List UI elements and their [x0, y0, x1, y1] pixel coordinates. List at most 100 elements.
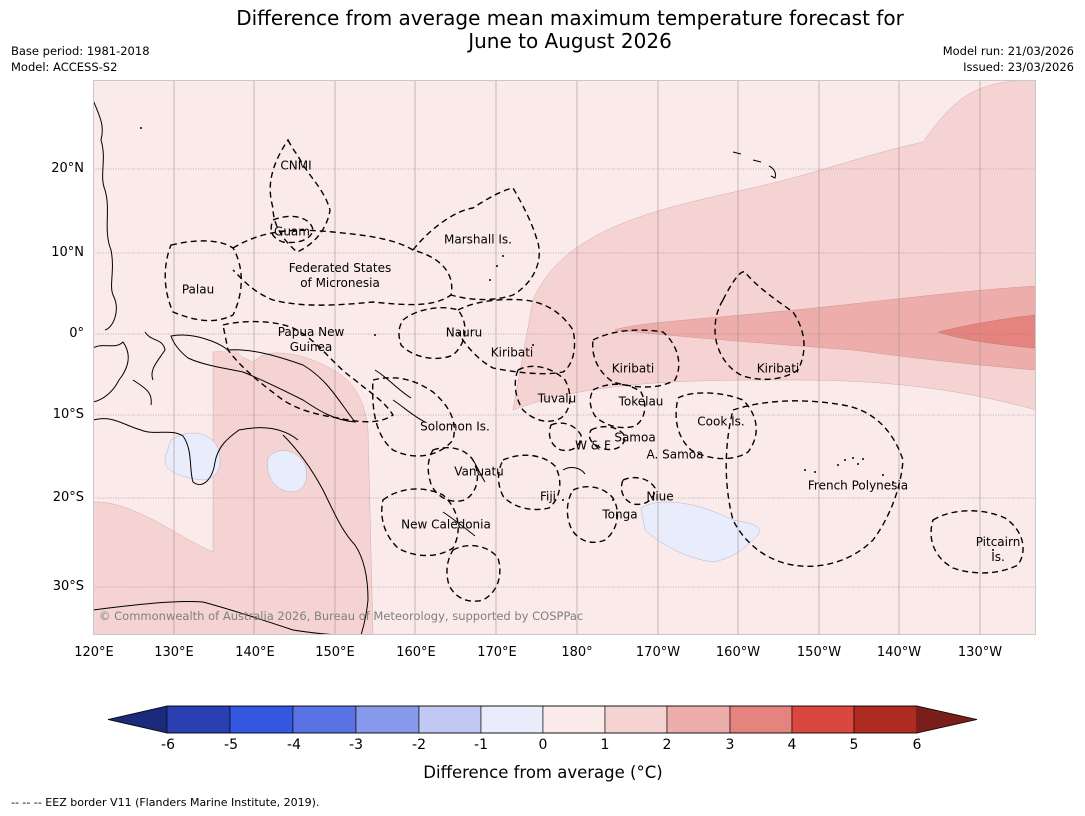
colorbar-bin-5: [418, 705, 482, 734]
eez-frenchpolynesia: [725, 400, 904, 567]
model-run: Model run: 21/03/2026: [942, 44, 1074, 58]
title-line-2: June to August 2026: [468, 29, 672, 53]
colorbar-bin-4: [355, 705, 420, 734]
colorbar-tick-minus5: -5: [224, 737, 238, 753]
colorbar-tick-1: 1: [600, 737, 610, 753]
eez-cook: [675, 392, 757, 460]
model-name: Model: ACCESS-S2: [11, 60, 118, 74]
colorbar-bin-9: [666, 705, 731, 734]
coast-fiji: [562, 466, 586, 475]
anomaly-zone-cool-qld: [164, 432, 221, 481]
eez-solomon: [371, 377, 455, 457]
eez-cnmi: [269, 138, 331, 253]
coast-vanuatu: [472, 459, 486, 483]
colorbar-tick-4: 4: [787, 737, 797, 753]
eez-pitcairn: [930, 510, 1024, 574]
place-png: Papua New Guinea: [278, 325, 345, 355]
place-cnmi: CNMI: [280, 158, 312, 173]
eez-fiji: [497, 454, 561, 511]
lat-label-10s: 10°S: [52, 407, 84, 422]
colorbar-tick-3: 3: [725, 737, 735, 753]
coast-australia-north: [93, 418, 299, 485]
place-pitcairn-line1: Pitcairn: [975, 535, 1021, 549]
lon-label-140w: 140°W: [876, 645, 922, 660]
place-cook: Cook Is.: [697, 414, 745, 429]
place-french-polynesia: French Polynesia: [807, 478, 909, 493]
place-kiribati-west: Kiribati: [490, 345, 534, 360]
colorbar-tick-minus1: -1: [474, 737, 488, 753]
colorbar-label: Difference from average (°C): [423, 763, 663, 782]
place-tokelau: Tokelau: [618, 394, 664, 409]
place-pitcairn: Pitcairn Is.: [976, 535, 1021, 565]
parallel-lines: [93, 168, 1036, 588]
eez-palau: [164, 240, 242, 322]
meta-right: Model run: 21/03/2026 Issued: 23/03/2026: [943, 43, 1074, 75]
map-frame: [93, 80, 1036, 635]
small-islands: [140, 127, 994, 551]
place-fsm-line1: Federated States: [288, 261, 392, 275]
colorbar-bin-12: [853, 705, 918, 734]
map-canvas: [93, 80, 1036, 635]
copyright-notice: © Commonwealth of Australia 2026, Bureau…: [99, 609, 584, 623]
footnote: -- -- -- EEZ border V11 (Flanders Marine…: [11, 796, 320, 809]
lon-label-160w: 160°W: [715, 645, 761, 660]
colorbar-bin-10: [729, 705, 793, 734]
place-pitcairn-line2: Is.: [991, 550, 1005, 564]
lat-label-equator: 0°: [69, 326, 84, 341]
lat-label-20s: 20°S: [52, 490, 84, 505]
lon-label-120e: 120°E: [74, 645, 114, 660]
colorbar-tick-minus4: -4: [287, 737, 301, 753]
colorbar: [107, 705, 978, 734]
coast-sulawesi: [132, 331, 166, 406]
place-wallis-futuna: W & F: [575, 438, 611, 453]
meridian-lines: [173, 80, 981, 635]
meta-left: Base period: 1981-2018 Model: ACCESS-S2: [11, 43, 150, 75]
place-fsm-line2: of Micronesia: [300, 276, 380, 290]
lon-label-130w: 130°W: [957, 645, 1003, 660]
eez-tuvalu: [514, 365, 571, 422]
place-samoa: Samoa: [614, 430, 656, 445]
place-american-samoa: A. Samoa: [646, 447, 704, 462]
eez-kiribati-central: [591, 329, 680, 388]
lon-label-140e: 140°E: [235, 645, 275, 660]
place-kiribati-central: Kiribati: [611, 361, 655, 376]
colorbar-tick-5: 5: [849, 737, 859, 753]
place-marshall: Marshall Is.: [444, 232, 512, 247]
coast-borneo: [93, 341, 129, 403]
coast-australia-east: [282, 434, 369, 635]
eez-kiribati-west: [457, 298, 576, 375]
colorbar-bin-3: [292, 705, 357, 734]
place-fsm: Federated States of Micronesia: [289, 261, 391, 291]
lon-label-170e: 170°E: [477, 645, 517, 660]
title-line-1: Difference from average mean maximum tem…: [236, 6, 904, 30]
coast-newcaledonia: [442, 511, 476, 537]
colorbar-tick-0: 0: [538, 737, 548, 753]
lat-label-30s: 30°S: [52, 579, 84, 594]
place-tonga: Tonga: [602, 507, 638, 522]
eez-niue: [620, 476, 656, 506]
colorbar-outline: [107, 705, 978, 734]
colorbar-arrow-high: [917, 706, 977, 733]
coast-solomons: [374, 369, 426, 423]
colorbar-bin-6: [480, 705, 544, 734]
eez-borders: [164, 138, 1024, 602]
eez-guam: [270, 215, 314, 244]
colorbar-tick-minus6: -6: [161, 737, 175, 753]
place-palau: Palau: [181, 282, 215, 297]
lat-label-20n: 20°N: [51, 161, 84, 176]
lon-label-180: 180°: [561, 645, 593, 660]
place-png-line2: Guinea: [289, 340, 333, 354]
place-new-caledonia: New Caledonia: [401, 517, 491, 532]
place-vanuatu: Vanuatu: [454, 464, 504, 479]
coast-hawaii: [732, 151, 776, 179]
place-guam: Guam: [274, 224, 310, 239]
coastlines: [93, 99, 776, 635]
eez-nauru: [398, 307, 466, 360]
eez-tokelau: [589, 383, 646, 429]
colorbar-arrow-low: [108, 706, 167, 733]
coast-australia-south: [93, 601, 344, 635]
eez-tonga: [566, 486, 619, 544]
colorbar-tick-minus3: -3: [349, 737, 363, 753]
anomaly-zone-cool-southpacific: [640, 501, 760, 563]
anomaly-zone-2-3: [614, 285, 1036, 371]
